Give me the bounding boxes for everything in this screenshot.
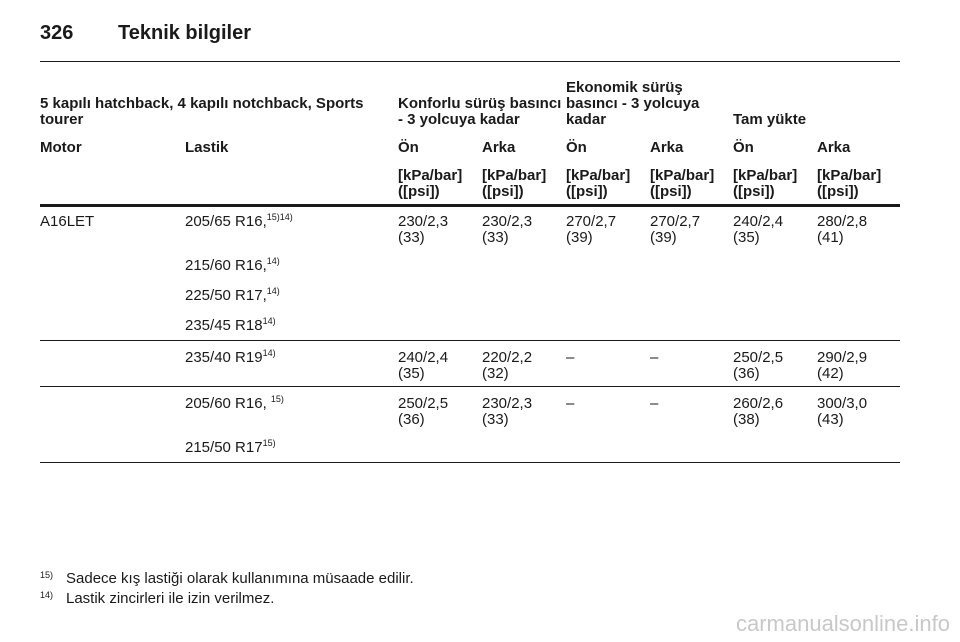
- pressure-value: (33): [482, 411, 509, 428]
- pressure-value: 240/2,4: [733, 213, 784, 230]
- footnote-mark: 14): [40, 590, 54, 600]
- group-header: 5 kapılı hatchback, 4 kapılı notchback, …: [40, 95, 364, 128]
- pressure-value: (35): [733, 229, 760, 246]
- pressure-value: (38): [733, 411, 760, 428]
- tire-size: 225/50 R17,: [185, 287, 267, 304]
- footnote-ref: 14): [266, 256, 280, 266]
- footnote-mark: 15): [40, 570, 54, 580]
- watermark: carmanualsonline.info: [735, 611, 950, 636]
- pressure-value: 280/2,8: [817, 213, 868, 230]
- pressure-value: (36): [398, 411, 425, 428]
- tire-size: 215/50 R17: [185, 439, 263, 456]
- footnote-ref: 15): [262, 438, 276, 448]
- group-header: Ekonomik sürüş basıncı - 3 yolcuya kadar: [566, 79, 700, 128]
- pressure-value: (33): [482, 229, 509, 246]
- column-header: Arka: [817, 139, 851, 156]
- pressure-value: 220/2,2: [482, 349, 533, 366]
- table-head-rule: [40, 204, 900, 207]
- unit-label: [kPa/bar]: [398, 167, 463, 184]
- group-header: Tam yükte: [733, 111, 807, 128]
- unit-label: ([psi]): [398, 183, 440, 200]
- tire-size: 205/60 R16,: [185, 395, 271, 412]
- column-header: Ön: [566, 139, 587, 156]
- pressure-value: (43): [817, 411, 844, 428]
- header-rule: [40, 61, 900, 62]
- pressure-value: (39): [566, 229, 593, 246]
- column-header: Lastik: [185, 139, 229, 156]
- page-title: Teknik bilgiler: [118, 22, 251, 44]
- column-header: Arka: [650, 139, 684, 156]
- pressure-value: –: [650, 395, 659, 412]
- unit-label: [kPa/bar]: [650, 167, 715, 184]
- column-header: Ön: [733, 139, 754, 156]
- tire: 235/40 R1914): [185, 348, 276, 366]
- unit-label: [kPa/bar]: [817, 167, 882, 184]
- section-rule: [40, 386, 900, 387]
- pressure-value: 290/2,9: [817, 349, 868, 366]
- footnote-text: Lastik zincirleri ile izin verilmez.: [66, 590, 275, 607]
- column-header: Motor: [40, 139, 82, 156]
- pressure-value: 250/2,5: [398, 395, 449, 412]
- pressure-value: 260/2,6: [733, 395, 784, 412]
- pressure-value: –: [566, 349, 575, 366]
- unit-label: [kPa/bar]: [566, 167, 631, 184]
- pressure-value: (42): [817, 365, 844, 382]
- page-number: 326: [40, 22, 74, 44]
- tire: 215/60 R16,14): [185, 256, 280, 274]
- tire: 215/50 R1715): [185, 438, 276, 456]
- pressure-value: (35): [398, 365, 425, 382]
- tire-size: 215/60 R16,: [185, 257, 267, 274]
- tire-size: 235/40 R19: [185, 349, 263, 366]
- footnote-ref: 14): [266, 286, 280, 296]
- pressure-value: 270/2,7: [650, 213, 701, 230]
- unit-label: ([psi]): [733, 183, 775, 200]
- pressure-value: (36): [733, 365, 760, 382]
- pressure-value: 230/2,3: [482, 395, 533, 412]
- pressure-value: 240/2,4: [398, 349, 449, 366]
- footnote-ref: 15): [270, 394, 284, 404]
- unit-label: [kPa/bar]: [733, 167, 798, 184]
- pressure-value: –: [566, 395, 575, 412]
- pressure-value: (41): [817, 229, 844, 246]
- pressure-value: 230/2,3: [398, 213, 449, 230]
- footnote-ref: 14): [262, 348, 276, 358]
- column-header: Ön: [398, 139, 419, 156]
- tire: 205/65 R16,15)14): [185, 212, 293, 230]
- footnote-text: Sadece kış lastiği olarak kullanımına mü…: [66, 570, 414, 587]
- pressure-value: 270/2,7: [566, 213, 617, 230]
- column-header: Arka: [482, 139, 516, 156]
- tire: 225/50 R17,14): [185, 286, 280, 304]
- motor: A16LET: [40, 213, 95, 230]
- unit-label: ([psi]): [482, 183, 524, 200]
- unit-label: ([psi]): [817, 183, 859, 200]
- pressure-value: 250/2,5: [733, 349, 784, 366]
- pressure-value: (33): [398, 229, 425, 246]
- footnote-ref: 14): [262, 316, 276, 326]
- section-rule: [40, 462, 900, 463]
- tire: 235/45 R1814): [185, 316, 276, 334]
- pressure-value: (32): [482, 365, 509, 382]
- pressure-value: 230/2,3: [482, 213, 533, 230]
- footnote-ref: 15)14): [266, 212, 293, 222]
- pressure-value: 300/3,0: [817, 395, 868, 412]
- tire-size: 235/45 R18: [185, 317, 263, 334]
- pressure-value: –: [650, 349, 659, 366]
- tire: 205/60 R16, 15): [185, 394, 284, 412]
- tire-size: 205/65 R16,: [185, 213, 267, 230]
- pressure-value: (39): [650, 229, 677, 246]
- section-rule: [40, 340, 900, 341]
- group-header: Konforlu sürüş basıncı - 3 yolcuya kadar: [398, 95, 562, 128]
- unit-label: ([psi]): [650, 183, 692, 200]
- unit-label: [kPa/bar]: [482, 167, 547, 184]
- unit-label: ([psi]): [566, 183, 608, 200]
